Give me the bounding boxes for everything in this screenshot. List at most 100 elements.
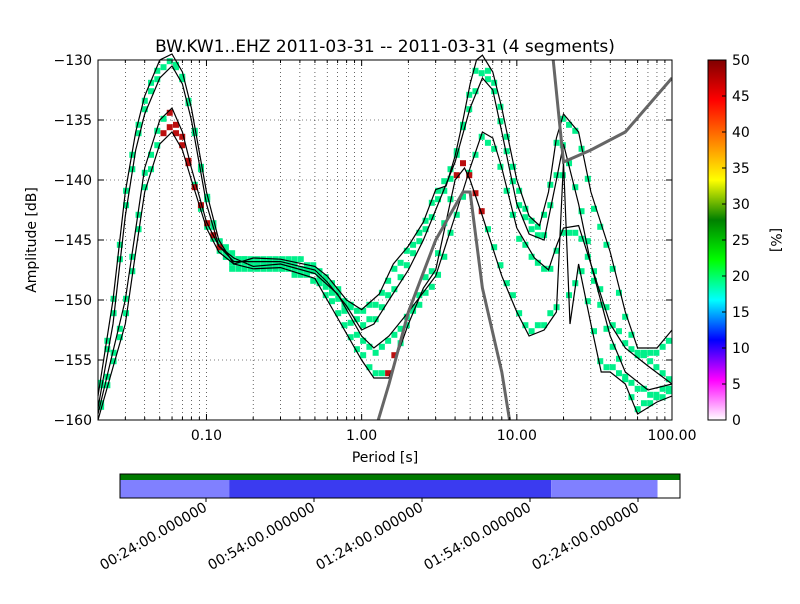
density-cell: [210, 235, 217, 242]
density-cell: [591, 205, 598, 212]
density-cell: [628, 394, 635, 401]
density-cell: [353, 307, 360, 314]
density-cell: [353, 316, 360, 323]
percentile-curves: [97, 53, 673, 421]
density-cell: [484, 76, 491, 83]
density-cell: [528, 217, 535, 224]
colorbar: 0 5 10 15 20 25 30 35 40 45 50: [707, 53, 750, 429]
density-cell: [615, 289, 622, 296]
curve-lower: [97, 131, 673, 421]
density-cell: [179, 76, 186, 83]
density-cell: [647, 391, 654, 398]
density-cell: [154, 67, 161, 74]
density-cell: [297, 256, 304, 263]
density-cell: [578, 208, 585, 215]
density-cell: [110, 349, 117, 356]
density-cell: [391, 265, 398, 272]
density-cell: [428, 283, 435, 290]
density-cell: [366, 301, 373, 308]
density-cell: [279, 262, 286, 269]
density-cell: [316, 280, 323, 287]
curve-upper: [97, 53, 673, 397]
density-cell: [197, 202, 204, 209]
density-cell: [391, 331, 398, 338]
density-cell: [603, 241, 610, 248]
density-cell: [453, 172, 460, 179]
density-cell: [360, 337, 367, 344]
density-cell: [416, 229, 423, 236]
y-tick-label: −150: [54, 293, 92, 309]
density-cell: [622, 340, 629, 347]
density-cell: [665, 337, 672, 344]
density-cell: [503, 148, 510, 155]
density-cell: [435, 271, 442, 278]
density-cell: [235, 256, 242, 263]
density-cell: [497, 118, 504, 125]
density-cell: [484, 139, 491, 146]
density-cell: [534, 223, 541, 230]
density-cell: [553, 247, 560, 254]
y-tick-label: −140: [54, 173, 92, 189]
density-cell: [528, 328, 535, 335]
segment-coverage-bar: 00:24:00.00000000:54:00.00000001:24:00.0…: [97, 473, 681, 574]
density-cell: [260, 256, 267, 263]
density-cell: [135, 121, 142, 128]
density-cell: [291, 265, 298, 272]
density-cell: [98, 403, 105, 410]
density-cell: [584, 253, 591, 260]
density-cell: [378, 343, 385, 350]
model-left: [376, 190, 512, 420]
density-cell: [166, 124, 173, 131]
density-cell: [254, 262, 261, 269]
density-cell: [435, 250, 442, 257]
density-cell: [428, 214, 435, 221]
density-cell: [528, 253, 535, 260]
density-cell: [385, 292, 392, 299]
density-cell: [547, 265, 554, 272]
density-cell: [229, 265, 236, 272]
density-cell: [291, 271, 298, 278]
density-cell: [322, 283, 329, 290]
density-cell: [478, 208, 485, 215]
density-cell: [410, 307, 417, 314]
density-cell: [172, 121, 179, 128]
density-cell: [347, 334, 354, 341]
density-cell: [441, 253, 448, 260]
x-tick-label: 1.00: [346, 428, 377, 444]
density-cell: [185, 160, 192, 167]
density-cell: [472, 190, 479, 197]
density-cell: [578, 268, 585, 275]
density-cell: [204, 196, 211, 203]
axes: −130 −135 −140 −145 −150 −155 −160 0.10 1.00 10.0…: [54, 53, 697, 444]
density-cell: [566, 160, 573, 167]
colorbar-tick-label: 45: [732, 89, 750, 105]
density-cell: [459, 193, 466, 200]
density-cell: [647, 349, 654, 356]
x-tick-label: 0.10: [191, 428, 222, 444]
density-cell: [491, 79, 498, 86]
density-cell: [403, 322, 410, 329]
density-cell: [597, 301, 604, 308]
density-cell: [285, 262, 292, 269]
density-cell: [422, 274, 429, 281]
density-cell: [148, 151, 155, 158]
density-cell: [116, 325, 123, 332]
density-cell: [129, 253, 136, 260]
density-cell: [154, 142, 161, 149]
density-cell: [328, 289, 335, 296]
density-cell: [191, 130, 198, 137]
density-cell: [172, 130, 179, 137]
density-cell: [591, 277, 598, 284]
density-cell: [534, 232, 541, 239]
density-cell: [360, 352, 367, 359]
density-cell: [628, 331, 635, 338]
segment-coverage-block: [657, 480, 680, 498]
density-cell: [148, 88, 155, 95]
density-cell: [129, 268, 136, 275]
density-cell: [484, 226, 491, 233]
segment-coverage-block: [120, 480, 230, 498]
density-cell: [229, 250, 236, 257]
density-cell: [416, 292, 423, 299]
density-cell: [179, 142, 186, 149]
